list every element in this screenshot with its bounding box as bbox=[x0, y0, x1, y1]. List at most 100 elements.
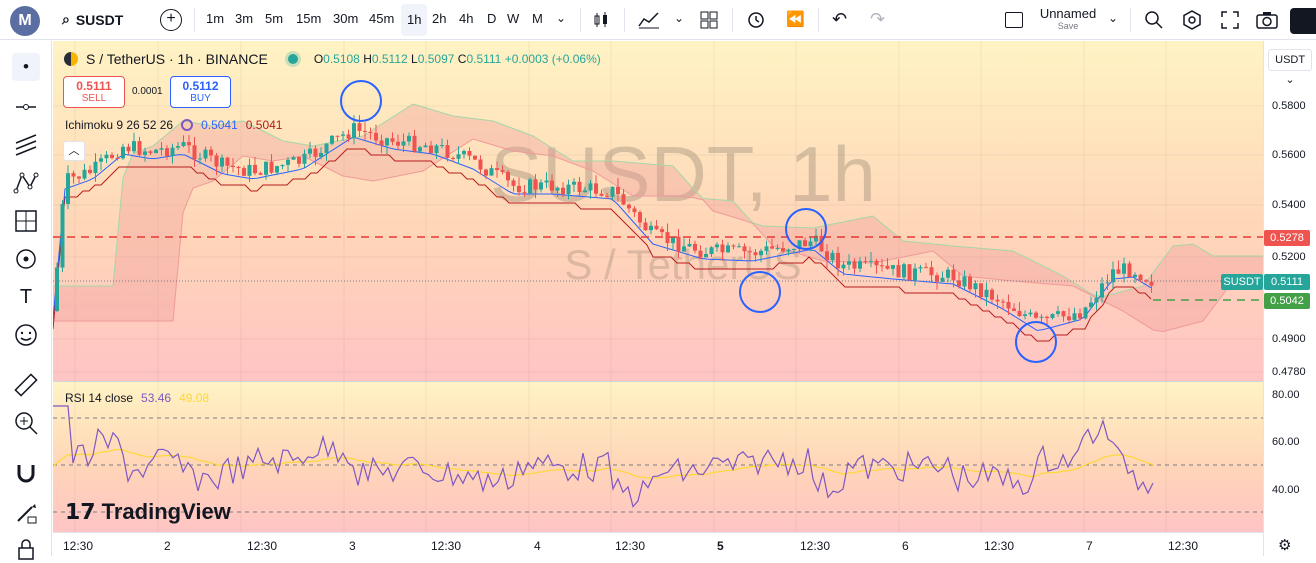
lock-drawings-icon[interactable] bbox=[12, 499, 40, 527]
candle-body bbox=[814, 235, 818, 242]
divider bbox=[818, 8, 819, 32]
alert-icon[interactable] bbox=[746, 9, 768, 31]
fullscreen-icon[interactable] bbox=[1220, 10, 1240, 30]
timeframe-5m[interactable]: 5m bbox=[265, 11, 284, 26]
patterns-icon[interactable] bbox=[12, 169, 40, 197]
crosshair-icon[interactable] bbox=[12, 93, 40, 121]
replay-icon[interactable]: ⏪ bbox=[786, 11, 805, 28]
chevron-down-icon[interactable]: ⌄ bbox=[556, 11, 567, 25]
search-icon: ⌕ bbox=[62, 11, 70, 27]
rsi-lines bbox=[53, 405, 1154, 508]
highlight-circle[interactable] bbox=[340, 80, 382, 122]
candle-body bbox=[209, 149, 213, 156]
timeframe-30m[interactable]: 30m bbox=[333, 11, 359, 26]
candle-body bbox=[704, 254, 708, 258]
candle-body bbox=[660, 229, 664, 233]
publish-button[interactable] bbox=[1290, 8, 1316, 34]
candle-body bbox=[808, 241, 813, 247]
timeframe-45m[interactable]: 45m bbox=[369, 11, 395, 26]
cloud-span-a bbox=[53, 103, 1263, 298]
compare-symbol-button[interactable]: + bbox=[160, 9, 182, 31]
candle-body bbox=[913, 268, 917, 281]
timeframe-2h[interactable]: 2h bbox=[432, 11, 447, 26]
visibility-icon[interactable] bbox=[181, 119, 194, 131]
candle-body bbox=[1089, 302, 1093, 308]
symbol-search[interactable]: ⌕ SUSDT bbox=[62, 11, 123, 28]
candle-body bbox=[445, 145, 450, 158]
candle-body bbox=[203, 149, 208, 159]
candle-body bbox=[308, 148, 312, 154]
candle-body bbox=[390, 138, 395, 142]
settings-icon[interactable] bbox=[1182, 10, 1202, 30]
timeframe-4h[interactable]: 4h bbox=[459, 11, 474, 26]
candle-body bbox=[528, 179, 532, 194]
quick-search-icon[interactable] bbox=[1144, 10, 1164, 30]
timeframe-3m[interactable]: 3m bbox=[235, 11, 254, 26]
magnet-icon[interactable] bbox=[12, 459, 40, 487]
ohlc-open: 0.5108 bbox=[323, 52, 360, 66]
timeframe-D[interactable]: D bbox=[487, 11, 497, 26]
divider bbox=[732, 8, 733, 32]
timeframe-W[interactable]: W bbox=[507, 11, 520, 26]
candle-body bbox=[363, 130, 367, 132]
timeframe-1h[interactable]: 1h bbox=[401, 4, 428, 36]
currency-selector[interactable]: USDT ⌄ bbox=[1268, 49, 1312, 86]
chevron-down-icon[interactable]: ⌄ bbox=[674, 11, 685, 25]
candle-body bbox=[1050, 313, 1055, 319]
settings-gear-icon[interactable]: ⚙ bbox=[1278, 537, 1292, 554]
price-chart[interactable]: SUSDT, 1h S / TetherUS 𝟭𝟳 TradingView bbox=[53, 41, 1263, 556]
candle-body bbox=[902, 264, 906, 278]
chevron-down-icon[interactable]: ⌄ bbox=[1108, 11, 1119, 25]
ichimoku-lines bbox=[53, 136, 1152, 342]
text-tool-icon[interactable]: T bbox=[19, 285, 33, 308]
ruler-icon[interactable] bbox=[12, 371, 40, 399]
candle-body bbox=[341, 134, 345, 136]
highlight-circle[interactable] bbox=[739, 271, 781, 313]
camera-icon[interactable] bbox=[1256, 10, 1278, 30]
undo-icon[interactable]: ↶ bbox=[832, 9, 848, 29]
candle-body bbox=[99, 158, 103, 162]
emoji-icon[interactable] bbox=[12, 321, 40, 349]
highlight-circle[interactable] bbox=[785, 208, 827, 250]
price-axis[interactable]: USDT ⌄ 0.5800 0.5600 0.5400 0.5200 0.490… bbox=[1263, 41, 1316, 556]
candle-body bbox=[407, 135, 411, 142]
layout-name-button[interactable]: Unnamed Save bbox=[1038, 6, 1098, 31]
sell-button[interactable]: 0.5111 SELL bbox=[63, 76, 125, 108]
redo-icon[interactable]: ↷ bbox=[870, 9, 886, 29]
ichimoku-tenkan-value: 0.5041 bbox=[201, 118, 238, 132]
user-avatar[interactable]: M bbox=[10, 6, 40, 36]
candle-body bbox=[324, 143, 329, 153]
ichimoku-legend[interactable]: Ichimoku 9 26 52 26 0.5041 0.5041 bbox=[65, 118, 282, 132]
rsi-line bbox=[53, 405, 1154, 508]
zoom-in-icon[interactable] bbox=[12, 409, 40, 437]
candle-body bbox=[258, 173, 263, 175]
timeframe-1m[interactable]: 1m bbox=[206, 11, 225, 26]
candle-body bbox=[748, 251, 752, 253]
ohlc-low: 0.5097 bbox=[417, 52, 455, 66]
candle-body bbox=[1001, 301, 1005, 303]
symbol-price-tag: SUSDT bbox=[1221, 274, 1263, 290]
rsi-label: RSI 14 close bbox=[65, 391, 134, 405]
trend-line-icon[interactable] bbox=[12, 131, 40, 159]
candle-body bbox=[302, 153, 307, 164]
layout-icon[interactable] bbox=[1005, 12, 1023, 28]
timeframe-M[interactable]: M bbox=[532, 11, 543, 26]
candle-body bbox=[1017, 310, 1022, 316]
lock-icon[interactable] bbox=[12, 535, 40, 563]
brush-icon[interactable] bbox=[12, 245, 40, 273]
buy-button[interactable]: 0.5112 BUY bbox=[170, 76, 231, 108]
templates-icon[interactable] bbox=[700, 11, 718, 29]
collapse-legend-button[interactable]: ︿ bbox=[63, 141, 85, 161]
timeframe-15m[interactable]: 15m bbox=[296, 11, 322, 26]
highlight-circle[interactable] bbox=[1015, 321, 1057, 363]
candles-chart-type-icon[interactable] bbox=[592, 11, 610, 29]
indicators-icon[interactable] bbox=[638, 11, 660, 29]
candle-body bbox=[489, 168, 494, 176]
candle-body bbox=[137, 141, 142, 155]
candle-body bbox=[731, 245, 736, 247]
cursor-dot-icon[interactable]: • bbox=[12, 53, 40, 81]
measure-grid-icon[interactable] bbox=[12, 207, 40, 235]
time-axis[interactable]: 12:30 2 12:30 3 12:30 4 12:30 5 12:30 6 … bbox=[53, 532, 1263, 556]
rsi-legend[interactable]: RSI 14 close 53.46 49.08 bbox=[65, 391, 209, 405]
candle-body bbox=[192, 145, 197, 160]
